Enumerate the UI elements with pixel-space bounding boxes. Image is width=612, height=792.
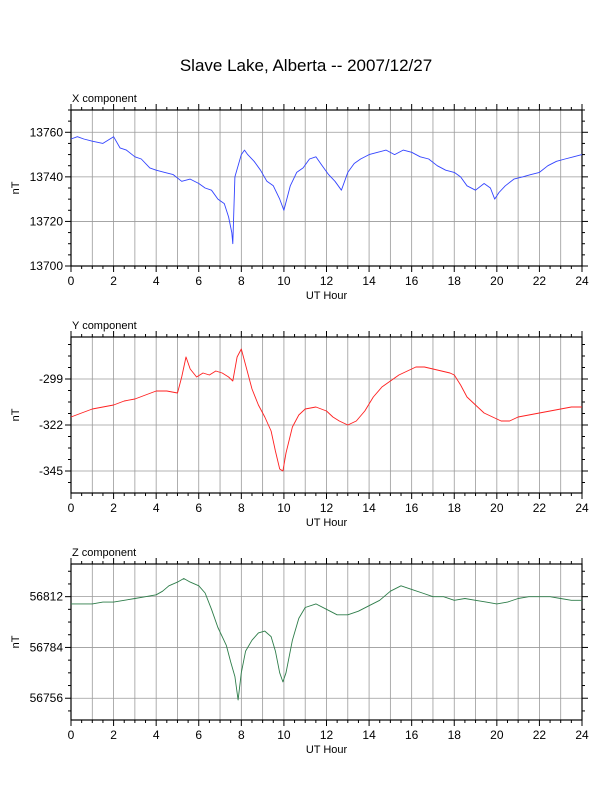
x-tick-label: 12 [320, 728, 334, 742]
y-axis-label: nT [10, 408, 22, 421]
x-tick-label: 4 [153, 728, 160, 742]
chart-title: Z component [72, 547, 136, 559]
y-tick-label: 13700 [30, 259, 64, 273]
x-tick-label: 16 [405, 274, 419, 288]
y-tick-label: 13760 [30, 125, 64, 139]
x-tick-label: 2 [110, 728, 117, 742]
x-tick-label: 8 [238, 501, 245, 515]
x-tick-label: 10 [277, 274, 291, 288]
y-tick-label: 13740 [30, 170, 64, 184]
x-tick-label: 8 [238, 728, 245, 742]
y-tick-label: -345 [39, 464, 63, 478]
x-tick-label: 10 [277, 728, 291, 742]
x-tick-label: 16 [405, 501, 419, 515]
chart-title: X component [72, 93, 137, 105]
x-tick-label: 22 [533, 728, 547, 742]
y-tick-label: 56784 [30, 640, 64, 654]
x-tick-label: 6 [195, 501, 202, 515]
x-tick-label: 20 [490, 274, 504, 288]
x-tick-label: 22 [533, 274, 547, 288]
x-tick-label: 8 [238, 274, 245, 288]
x-tick-label: 24 [575, 728, 589, 742]
series-line [71, 578, 582, 701]
x-tick-label: 6 [195, 728, 202, 742]
x-tick-label: 0 [68, 728, 75, 742]
x-tick-label: 20 [490, 728, 504, 742]
x-tick-label: 0 [68, 274, 75, 288]
series-line [70, 136, 583, 245]
x-tick-label: 18 [448, 501, 462, 515]
x-tick-label: 24 [575, 274, 589, 288]
x-tick-label: 12 [320, 501, 334, 515]
x-tick-label: 4 [153, 501, 160, 515]
page-title: Slave Lake, Alberta -- 2007/12/27 [179, 56, 433, 75]
x-tick-label: 12 [320, 274, 334, 288]
x-tick-label: 2 [110, 501, 117, 515]
x-tick-label: 24 [575, 501, 589, 515]
y-axis-label: nT [10, 635, 22, 648]
x-tick-label: 2 [110, 274, 117, 288]
x-tick-label: 0 [68, 501, 75, 515]
series-line [70, 348, 582, 472]
chart-title: Y component [72, 320, 137, 332]
x-tick-label: 4 [153, 274, 160, 288]
x-tick-label: 18 [448, 728, 462, 742]
x-tick-label: 14 [362, 501, 376, 515]
x-tick-label: 16 [405, 728, 419, 742]
y-tick-label: 13720 [30, 214, 64, 228]
x-axis-label: UT Hour [306, 744, 348, 756]
x-tick-label: 22 [533, 501, 547, 515]
x-axis-label: UT Hour [306, 517, 348, 529]
y-tick-label: -322 [39, 418, 63, 432]
x-tick-label: 20 [490, 501, 504, 515]
x-tick-label: 10 [277, 501, 291, 515]
x-tick-label: 18 [448, 274, 462, 288]
y-tick-label: 56812 [30, 590, 64, 604]
x-tick-label: 6 [195, 274, 202, 288]
y-axis-label: nT [10, 181, 22, 194]
x-tick-label: 14 [362, 274, 376, 288]
y-tick-label: -299 [39, 372, 63, 386]
x-tick-label: 14 [362, 728, 376, 742]
x-axis-label: UT Hour [306, 290, 348, 302]
y-tick-label: 56756 [30, 691, 64, 705]
